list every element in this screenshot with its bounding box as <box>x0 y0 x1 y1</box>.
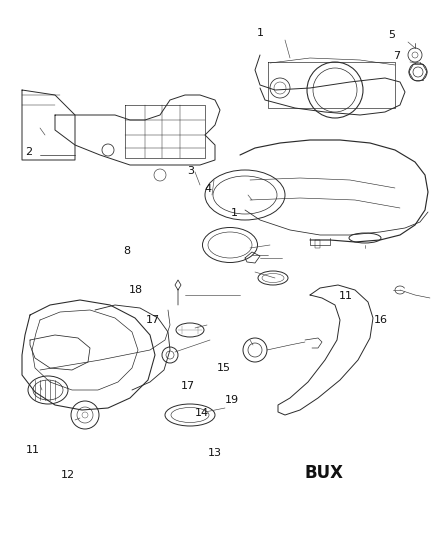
Text: 11: 11 <box>339 291 353 301</box>
Text: 19: 19 <box>225 395 239 405</box>
Text: 5: 5 <box>389 30 396 39</box>
Text: BUX: BUX <box>304 464 344 482</box>
Text: 14: 14 <box>194 408 208 418</box>
Text: 13: 13 <box>208 448 222 458</box>
Text: 15: 15 <box>216 363 230 373</box>
Text: 18: 18 <box>129 286 143 295</box>
Text: 3: 3 <box>187 166 194 175</box>
Text: 1: 1 <box>231 208 238 218</box>
Text: 7: 7 <box>393 51 400 61</box>
Text: 2: 2 <box>25 147 32 157</box>
Text: 17: 17 <box>181 382 195 391</box>
Text: 16: 16 <box>374 315 388 325</box>
Text: 8: 8 <box>124 246 131 255</box>
Text: 1: 1 <box>257 28 264 38</box>
Text: 4: 4 <box>205 184 212 194</box>
Text: 12: 12 <box>61 471 75 480</box>
Text: 17: 17 <box>146 315 160 325</box>
Text: 11: 11 <box>26 446 40 455</box>
